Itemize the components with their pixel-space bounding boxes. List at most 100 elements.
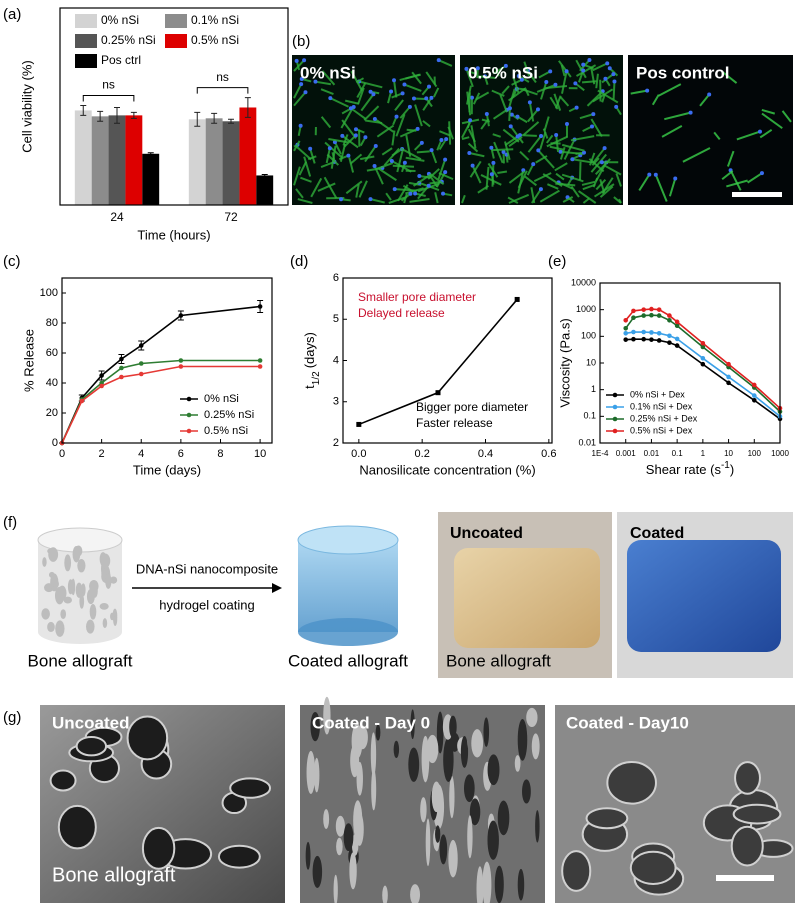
- x-tick-label: 1000: [771, 449, 789, 458]
- y-tick-label: 20: [46, 407, 58, 419]
- bar: [92, 116, 109, 205]
- nucleus: [612, 79, 616, 83]
- caption: Bone allograft: [446, 651, 551, 670]
- nucleus: [303, 90, 307, 94]
- pore: [87, 589, 95, 604]
- nucleus: [565, 122, 569, 126]
- panel-label: (a): [3, 6, 21, 23]
- axis-label: Cell viability (%): [19, 60, 34, 152]
- legend-swatch: [75, 14, 97, 28]
- nucleus: [707, 93, 711, 97]
- panel-label: (c): [3, 253, 21, 270]
- pore: [49, 572, 55, 578]
- marker: [631, 337, 636, 342]
- nucleus: [443, 170, 447, 174]
- marker: [649, 313, 654, 318]
- marker: [436, 390, 441, 395]
- x-tick-label: 100: [748, 449, 762, 458]
- fibre: [488, 754, 500, 785]
- nucleus: [299, 82, 303, 86]
- fibre: [313, 856, 323, 888]
- nucleus: [528, 100, 532, 104]
- marker: [641, 307, 646, 312]
- panel-label: (f): [3, 514, 17, 531]
- nucleus: [395, 115, 399, 119]
- nucleus: [393, 187, 397, 191]
- y-tick-label: 1: [591, 384, 596, 394]
- pore: [110, 613, 114, 621]
- y-tick-label: 80: [46, 317, 58, 329]
- pore: [587, 808, 628, 828]
- nucleus: [471, 164, 475, 168]
- fibre: [350, 744, 359, 777]
- y-tick-label: 1000: [576, 304, 596, 314]
- fibre: [532, 733, 540, 759]
- nucleus: [346, 154, 350, 158]
- pore: [562, 851, 590, 891]
- nucleus: [467, 151, 471, 155]
- nucleus: [401, 91, 405, 95]
- nucleus: [354, 133, 358, 137]
- x-tick-label: 0.001: [616, 449, 637, 458]
- axis-label: Nanosilicate concentration (%): [359, 462, 535, 477]
- nucleus: [544, 80, 548, 84]
- pore: [734, 805, 781, 824]
- nucleus: [611, 72, 615, 76]
- x-tick-label: 1: [701, 449, 706, 458]
- fibre: [336, 838, 343, 855]
- pore: [86, 620, 95, 634]
- y-tick-label: 0: [52, 437, 58, 449]
- x-tick-label: 10: [254, 448, 266, 460]
- marker: [187, 397, 192, 402]
- nucleus: [354, 127, 358, 131]
- pore: [143, 828, 174, 869]
- photo-object: [454, 548, 600, 648]
- nucleus: [491, 161, 495, 165]
- marker: [623, 318, 628, 323]
- nucleus: [299, 124, 303, 128]
- marker: [641, 330, 646, 335]
- nucleus: [427, 184, 431, 188]
- marker: [119, 366, 124, 371]
- nucleus: [509, 124, 513, 128]
- marker: [726, 381, 731, 386]
- caption: Coated allograft: [288, 651, 408, 670]
- nucleus: [468, 118, 472, 122]
- nucleus: [424, 96, 428, 100]
- x-tick-label: 4: [138, 448, 144, 460]
- marker: [80, 399, 85, 404]
- image-label: Uncoated: [52, 713, 129, 732]
- y-tick-label: 4: [333, 354, 339, 366]
- annotation: ns: [216, 70, 229, 84]
- pore: [68, 579, 73, 594]
- nucleus: [605, 61, 609, 65]
- nucleus: [413, 192, 417, 196]
- scale-bar: [716, 875, 774, 881]
- image-label: 0% nSi: [300, 63, 356, 82]
- legend-label: 0.5% nSi: [191, 33, 239, 47]
- nucleus: [389, 89, 393, 93]
- marker: [667, 340, 672, 345]
- nucleus: [443, 158, 447, 162]
- fibre: [443, 738, 453, 782]
- legend-swatch: [165, 34, 187, 48]
- nucleus: [590, 124, 594, 128]
- fibre: [336, 816, 345, 837]
- legend-swatch: [75, 34, 97, 48]
- axis-label: Time (days): [133, 462, 201, 477]
- pore: [64, 597, 72, 604]
- image-label: Pos control: [636, 63, 730, 82]
- marker: [139, 372, 144, 377]
- pore: [60, 609, 66, 619]
- axis-label: t1/2(days): [302, 332, 322, 389]
- fibre: [420, 797, 426, 822]
- x-tick-label: 0.01: [644, 449, 660, 458]
- nucleus: [515, 115, 519, 119]
- nucleus: [374, 144, 378, 148]
- marker: [701, 341, 706, 346]
- marker: [667, 313, 672, 318]
- nucleus: [485, 112, 489, 116]
- marker: [726, 362, 731, 367]
- fibre: [535, 810, 539, 843]
- x-tick-label: 10: [724, 449, 733, 458]
